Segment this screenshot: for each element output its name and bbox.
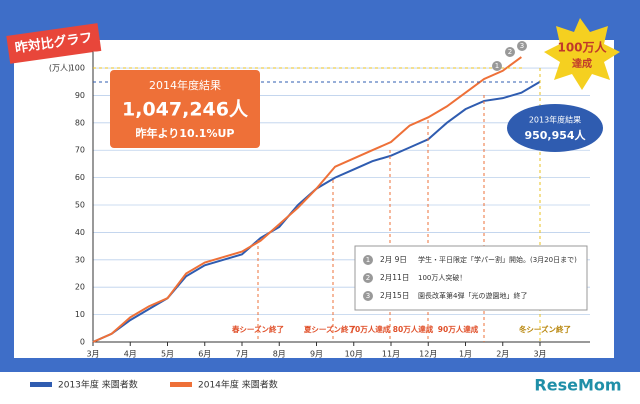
callout-total: 1,047,246人: [122, 99, 249, 121]
title-banner: 昨対比グラフ: [6, 23, 102, 64]
note-marker: [363, 273, 373, 283]
notes-box: [354, 245, 588, 311]
note-number: 1: [366, 256, 370, 264]
milestone-text: 達成: [572, 57, 592, 70]
y-tick-label: 50: [75, 201, 85, 210]
x-tick-label: 3月: [533, 350, 546, 359]
x-tick-label: 5月: [161, 350, 174, 359]
x-tick-label: 11月: [382, 350, 400, 359]
event-marker-number: 3: [520, 42, 524, 50]
x-tick-label: 4月: [124, 350, 137, 359]
legend-label: 2013年度 来園者数: [58, 379, 138, 391]
note-marker: [363, 291, 373, 301]
x-tick-label: 6月: [198, 350, 211, 359]
callout-2014: [110, 70, 260, 148]
x-tick-label: 12月: [419, 350, 437, 359]
event-marker: [517, 41, 527, 51]
series-line: [92, 56, 522, 343]
y-tick-label: 10: [75, 310, 85, 319]
x-tick-label: 8月: [273, 350, 286, 359]
y-tick-label: 90: [75, 91, 85, 100]
note-text: 学生・平日限定「学パー割」開始。(3月20日まで): [418, 255, 577, 264]
x-tick-label: 3月: [86, 350, 99, 359]
milestone-badge: [544, 18, 620, 90]
x-tick-label: 9月: [310, 350, 323, 359]
event-label: 90万人達成: [438, 324, 479, 334]
legend-swatch: [30, 382, 52, 387]
watermark: ReseMom: [534, 376, 621, 395]
y-tick-label: 0: [80, 338, 85, 347]
y-tick-label: 60: [75, 173, 85, 182]
y-tick-label: 100: [70, 64, 85, 73]
legend-label: 2014年度 来園者数: [198, 379, 278, 391]
x-tick-label: 1月: [459, 350, 472, 359]
y-tick-label: 80: [75, 118, 85, 127]
callout-total: 950,954人: [524, 128, 586, 142]
x-tick-label: 7月: [235, 350, 248, 359]
callout-title: 2014年度結果: [149, 78, 221, 92]
callout-2013: [507, 104, 603, 152]
event-label: 冬シーズン終了: [519, 324, 571, 334]
legend: 2013年度 来園者数 2014年度 来園者数: [30, 379, 278, 391]
event-marker: [505, 47, 515, 57]
event-label: 春シーズン終了: [232, 324, 284, 334]
event-label: 70万人達成: [350, 324, 391, 334]
note-marker: [363, 255, 373, 265]
note-date: 2月 9日: [380, 255, 407, 264]
milestone-text: 100万人: [557, 40, 607, 55]
callout-growth: 昨年より10.1%UP: [136, 126, 235, 140]
note-date: 2月15日: [380, 291, 409, 300]
y-tick-label: 70: [75, 146, 85, 155]
banner: [6, 23, 102, 64]
y-tick-label: 20: [75, 283, 85, 292]
note-text: 園長改革第4弾「光の遊園地」終了: [418, 291, 527, 300]
note-date: 2月11日: [380, 273, 409, 282]
x-tick-label: 2月: [496, 350, 509, 359]
note-number: 3: [366, 292, 370, 300]
x-tick-label: 10月: [345, 350, 363, 359]
event-marker: [492, 61, 502, 71]
note-text: 100万人突破！: [418, 273, 466, 282]
note-number: 2: [366, 274, 370, 282]
event-marker-number: 2: [508, 48, 512, 56]
event-label: 80万人達成: [393, 324, 434, 334]
callout-title: 2013年度結果: [529, 115, 581, 125]
y-tick-label: 40: [75, 228, 85, 237]
notes: 1 2月 9日 学生・平日限定「学パー割」開始。(3月20日まで) 1 2 2月11日 10…: [363, 41, 577, 301]
y-tick-label: 30: [75, 255, 85, 264]
legend-swatch: [170, 382, 192, 387]
event-marker-number: 1: [495, 62, 499, 70]
y-axis-label: (万人): [49, 64, 71, 73]
event-label: 夏シーズン終了: [303, 324, 356, 334]
